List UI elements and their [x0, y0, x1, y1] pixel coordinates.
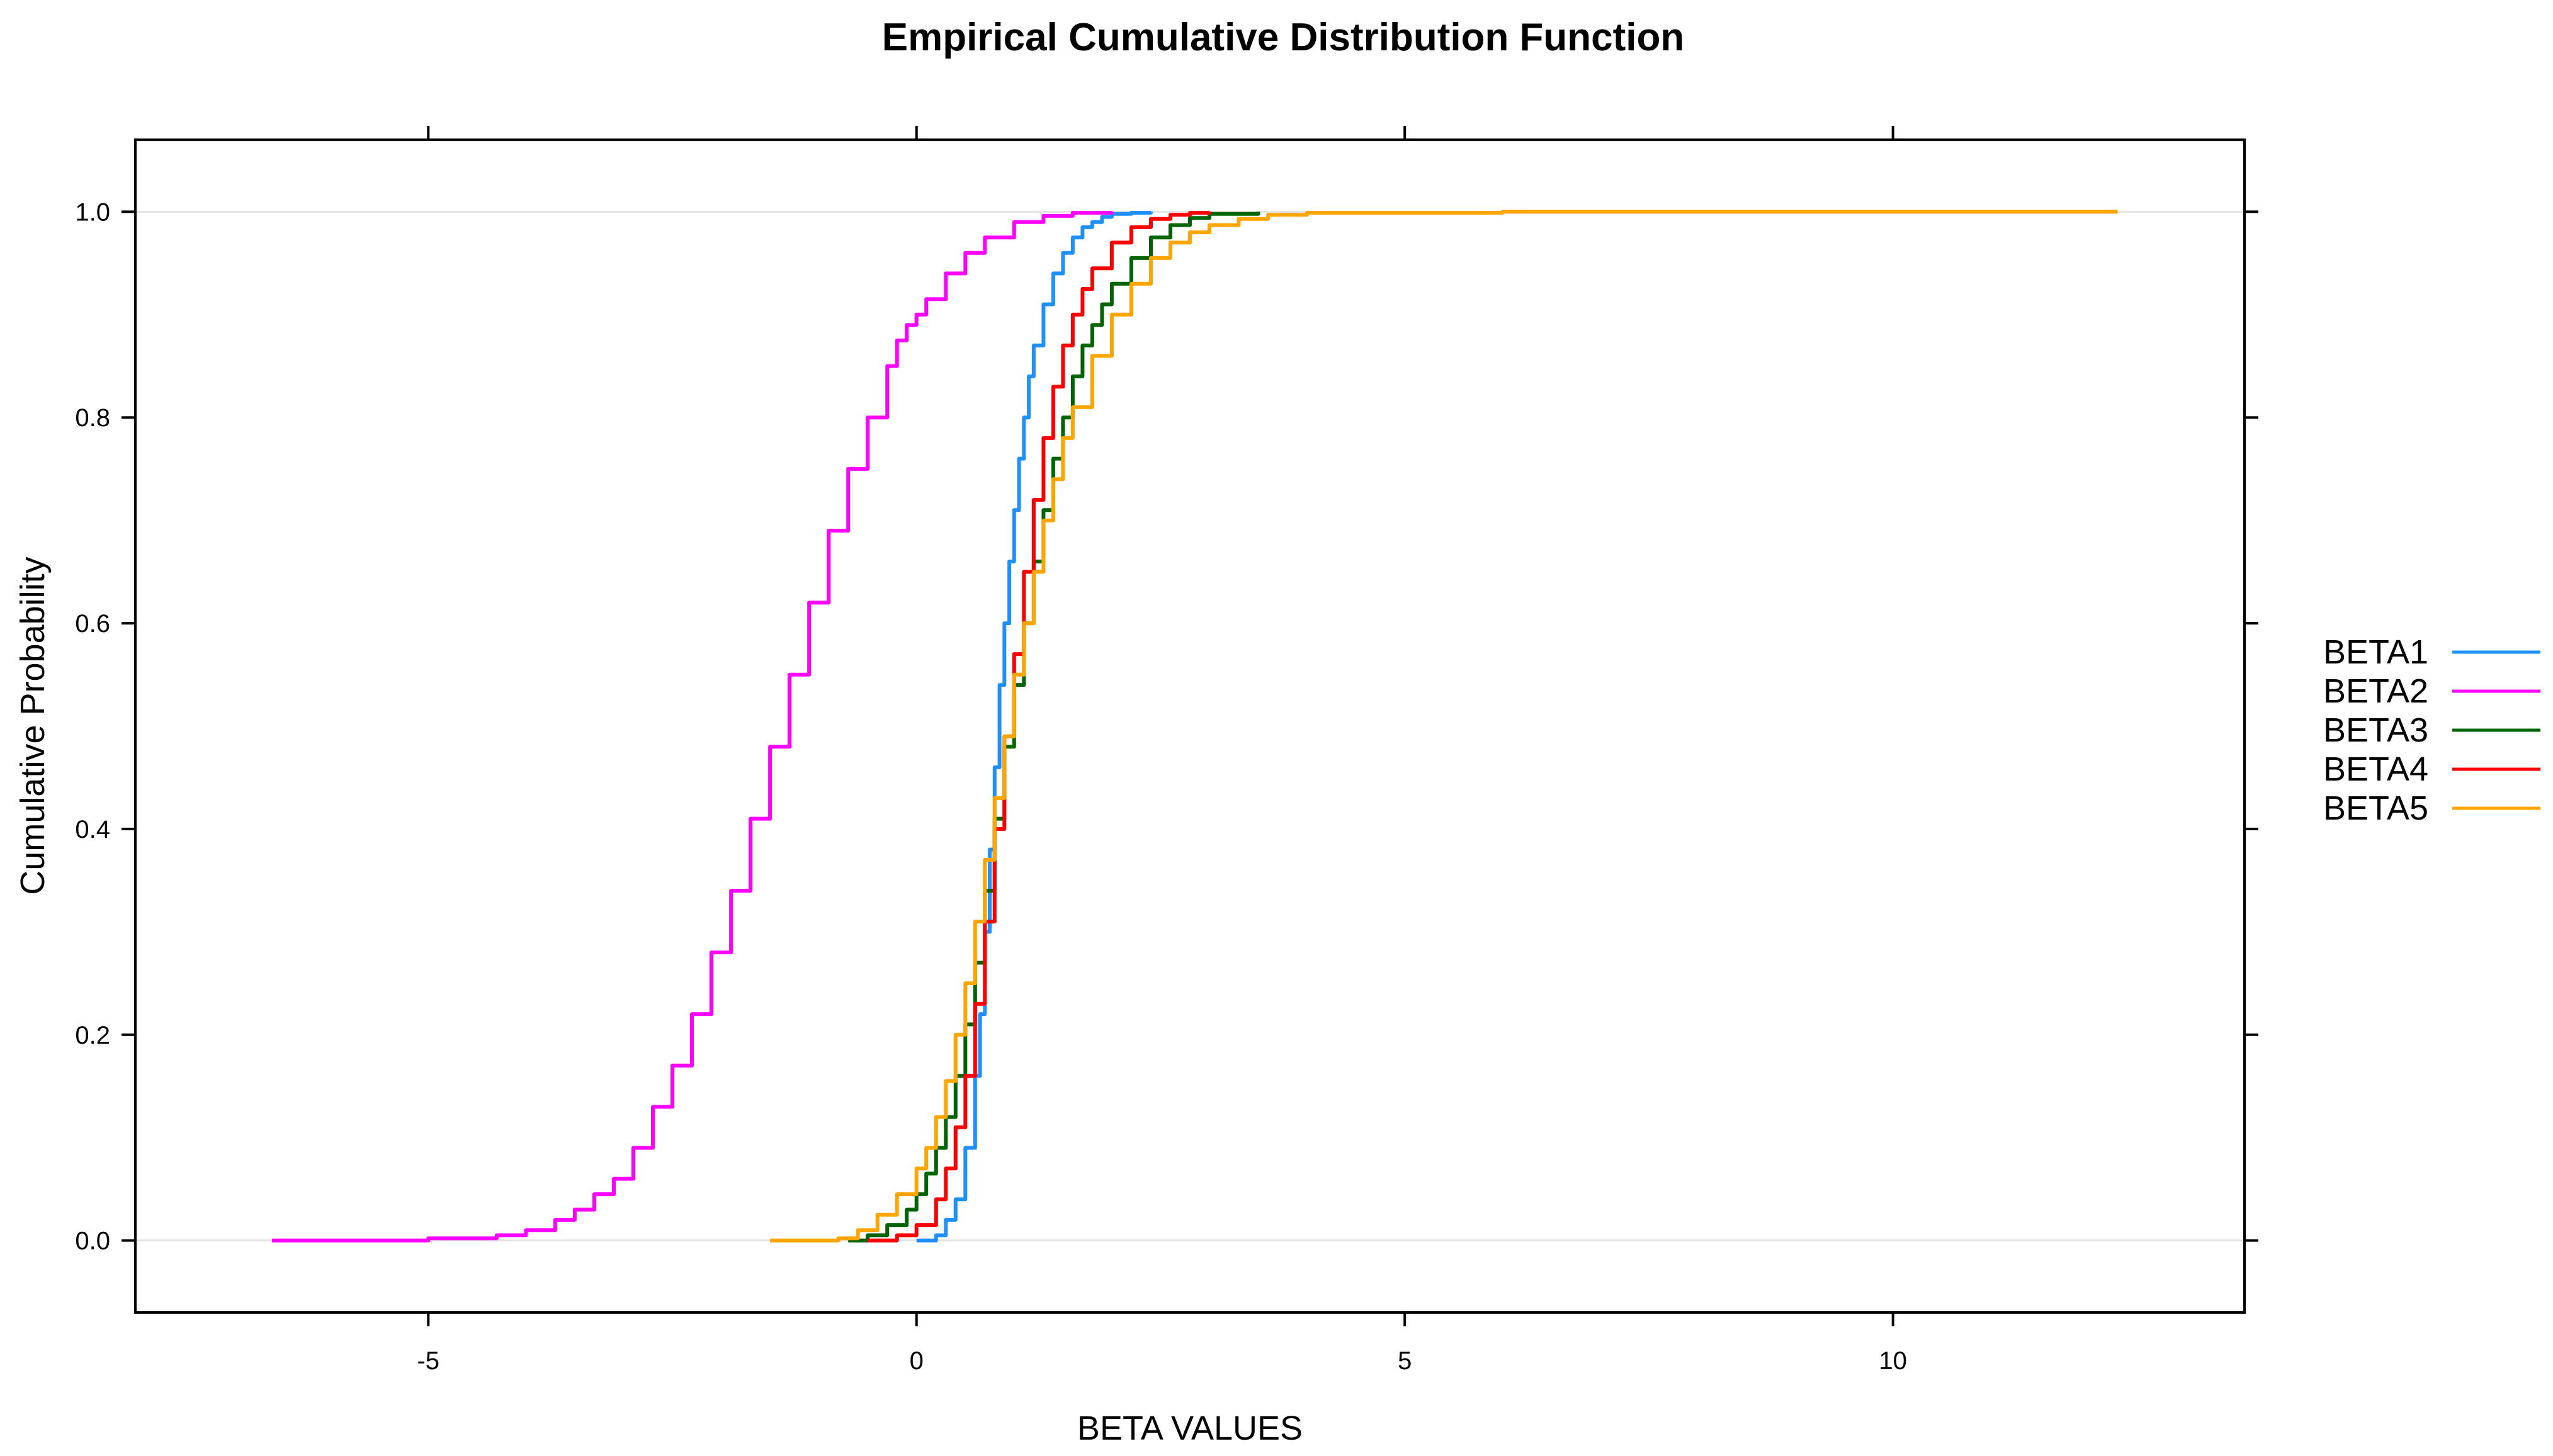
- x-tick-label: 10: [1879, 1347, 1907, 1375]
- y-tick-label: 1.0: [75, 198, 110, 226]
- legend-label-beta2: BETA2: [2323, 672, 2428, 710]
- x-tick-label: 0: [910, 1347, 924, 1375]
- x-axis-label: BETA VALUES: [1077, 1409, 1303, 1447]
- y-axis-label: Cumulative Probability: [14, 556, 52, 894]
- y-tick-label: 0.4: [75, 816, 110, 844]
- series-line-beta5: [770, 210, 2118, 1243]
- y-tick-label: 0.6: [75, 610, 110, 638]
- y-tick-label: 0.2: [75, 1022, 110, 1049]
- chart-title: Empirical Cumulative Distribution Functi…: [882, 16, 1685, 59]
- legend-label-beta3: BETA3: [2323, 711, 2428, 749]
- plot-frame: [134, 138, 2246, 1314]
- series-line-beta1: [916, 211, 1153, 1243]
- y-tick-label: 0.8: [75, 404, 110, 432]
- x-tick-label: -5: [417, 1347, 439, 1375]
- x-tick-label: 5: [1398, 1347, 1412, 1375]
- series-line-beta2: [272, 211, 1114, 1243]
- legend-label-beta5: BETA5: [2323, 789, 2428, 827]
- legend-label-beta4: BETA4: [2323, 750, 2428, 788]
- legend-label-beta1: BETA1: [2323, 633, 2428, 671]
- y-tick-label: 0.0: [75, 1227, 110, 1255]
